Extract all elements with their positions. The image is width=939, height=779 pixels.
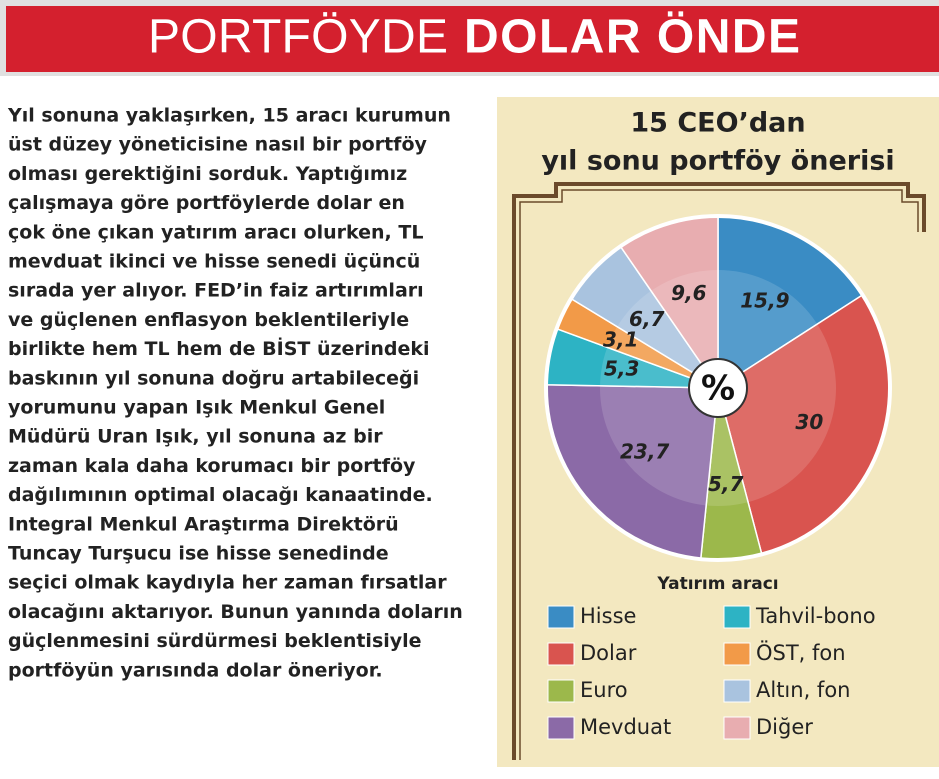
legend-label: Dolar (580, 641, 637, 665)
article-line: baskının yıl sonuna doğru artabileceği (8, 367, 419, 389)
legend-title: Yatırım aracı (656, 574, 778, 594)
chart-title: yıl sonu portföy önerisi (541, 146, 894, 177)
article-line: dağılımının optimal olacağı kanaatinde. (8, 484, 433, 506)
article-line: portföyün yarısında dolar öneriyor. (8, 659, 383, 681)
legend-label: Altın, fon (756, 678, 850, 702)
frame-inner (519, 189, 919, 760)
article-line: olması gerektiğini sorduk. Yaptığımız (8, 163, 407, 185)
legend-label: Mevduat (580, 715, 671, 739)
value-label: 6,7 (629, 307, 665, 331)
article-line: güçlenmesini sürdürmesi beklentisiyle (8, 630, 422, 652)
legend-swatch (547, 716, 575, 740)
value-label: 9,6 (671, 281, 707, 305)
article-line: mevduat ikinci ve hisse senedi üçüncü (8, 251, 420, 273)
article-line: çok öne çıkan yatırım aracı olurken, TL (8, 221, 423, 243)
chart-title: 15 CEO’dan (630, 108, 805, 139)
article-line: yorumunu yapan Işık Menkul Genel (8, 397, 385, 419)
legend-swatch (547, 642, 575, 666)
header-bar (6, 6, 939, 72)
value-label: 23,7 (620, 440, 669, 464)
frame (512, 182, 926, 760)
legend-swatch (723, 642, 751, 666)
legend-label: Hisse (580, 604, 636, 628)
article-line: Integral Menkul Araştırma Direktörü (8, 513, 399, 535)
legend-label: Diğer (756, 715, 813, 739)
article-line: Yıl sonuna yaklaşırken, 15 aracı kurumun (7, 105, 451, 127)
article-line: olacağını aktarıyor. Bunun yanında dolar… (8, 601, 463, 623)
value-label: 3,1 (603, 328, 638, 352)
chart: 15 CEO’dan yıl sonu portföy önerisi 15,9 30… (541, 108, 895, 740)
center-label: % (701, 369, 735, 409)
header-light: PORTFÖYDE (148, 11, 448, 64)
value-label: 30 (795, 410, 823, 434)
article-line: Tuncay Turşucu ise hisse senedinde (8, 543, 389, 565)
article-line: çalışmaya göre portföylerde dolar en (8, 192, 405, 214)
article: Yıl sonuna yaklaşırken, 15 aracı kurumun… (7, 105, 463, 682)
legend-label: Tahvil-bono (755, 604, 876, 628)
legend-swatch (547, 605, 575, 629)
legend-swatch (723, 605, 751, 629)
legend-label: ÖST, fon (756, 640, 846, 665)
legend-label: Euro (580, 678, 628, 702)
article-line: birlikte hem TL hem de BİST üzerindeki (8, 336, 430, 360)
value-label: 15,9 (740, 288, 789, 312)
outer-ring (544, 214, 892, 562)
value-label: 5,3 (604, 356, 639, 380)
article-line: üst düzey yöneticisine nasıl bir portföy (8, 134, 427, 156)
article-line: ve güçlenen enflasyon beklentileriyle (8, 309, 409, 331)
value-label: 5,7 (708, 472, 744, 496)
header-bold: DOLAR ÖNDE (464, 11, 800, 64)
article-line: sırada yer alıyor. FED’in faiz artırımla… (8, 280, 424, 302)
legend-swatch (723, 679, 751, 703)
center-circle (688, 358, 748, 418)
article-line: Müdürü Uran Işık, yıl sonuna az bir (8, 426, 383, 448)
legend-swatch (547, 679, 575, 703)
article-line: seçici olmak kaydıyla her zaman fırsatla… (8, 572, 447, 594)
article-line: zaman kala daha korumacı bir portföy (8, 455, 416, 477)
legend-swatch (723, 716, 751, 740)
